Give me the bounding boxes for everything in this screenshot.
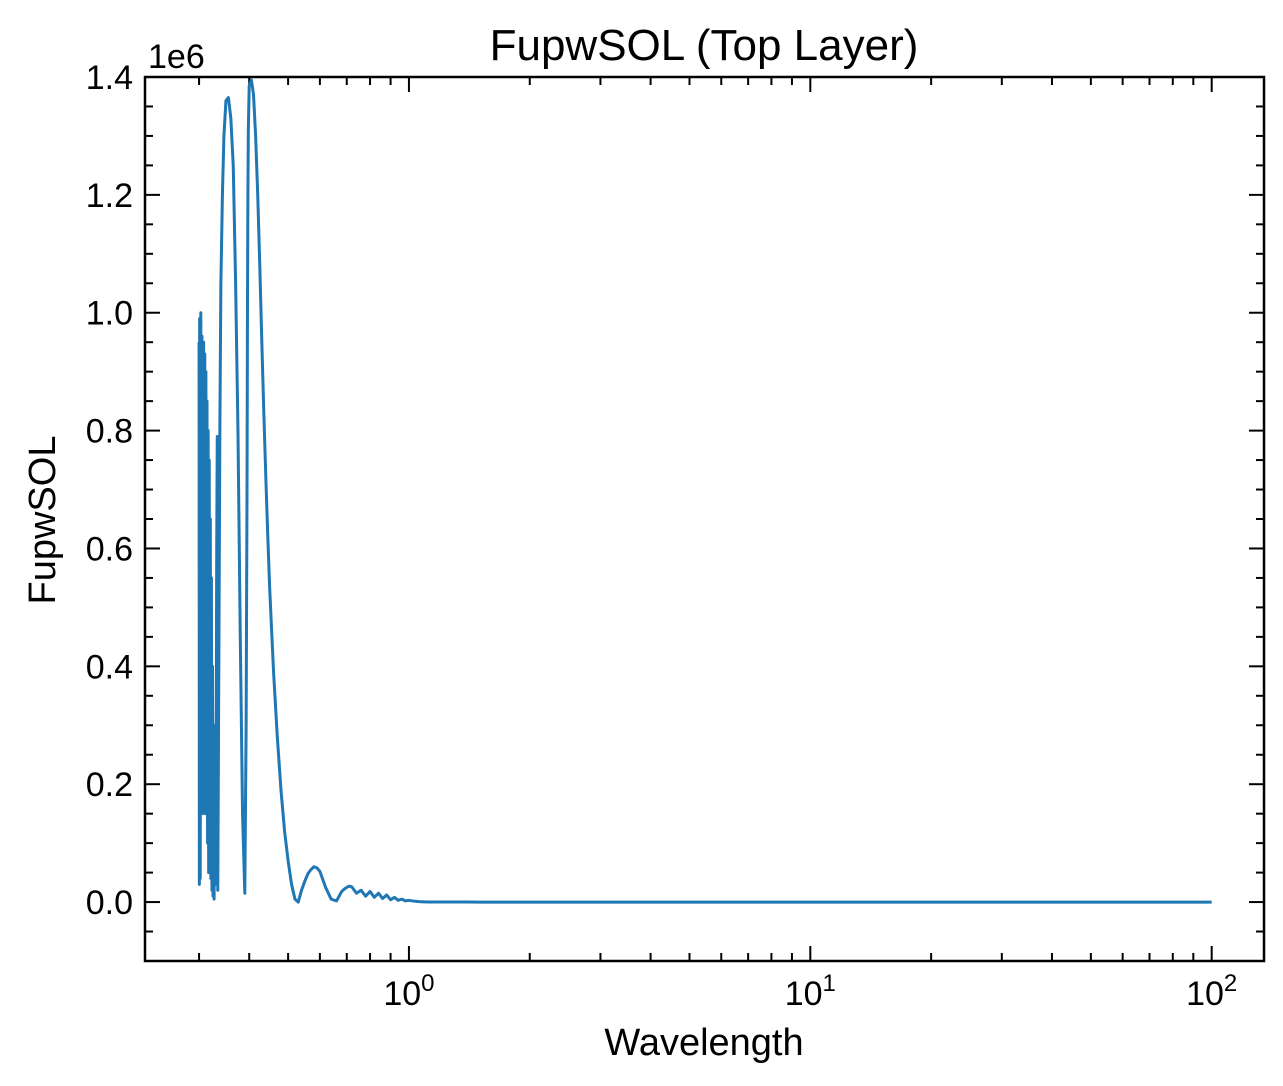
y-tick-label: 1.4 — [86, 59, 133, 97]
y-tick-label: 0.0 — [86, 884, 133, 922]
y-tick-label: 0.8 — [86, 413, 133, 451]
plot-area: 100 101 102 0.0 0.2 0.4 0.6 0.8 1.0 1.2 1.4 — [86, 59, 1266, 1013]
y-tick-label: 0.4 — [86, 648, 133, 686]
y-tick-label: 1.2 — [86, 177, 133, 215]
y-tick-label: 1.0 — [86, 295, 133, 333]
y-axis-label: FupwSOL — [22, 436, 64, 605]
series-line — [197, 78, 1212, 904]
y-offset-label: 1e6 — [148, 38, 205, 76]
plot-frame — [143, 75, 1266, 963]
x-tick-label: 100 — [383, 970, 434, 1013]
x-tick-label: 102 — [1186, 970, 1237, 1013]
y-tick-label: 0.2 — [86, 766, 133, 804]
y-tick-label: 0.6 — [86, 530, 133, 568]
chart-title: FupwSOL (Top Layer) — [490, 21, 919, 70]
x-axis-label: Wavelength — [604, 1022, 803, 1064]
x-tick-label: 101 — [785, 970, 836, 1013]
